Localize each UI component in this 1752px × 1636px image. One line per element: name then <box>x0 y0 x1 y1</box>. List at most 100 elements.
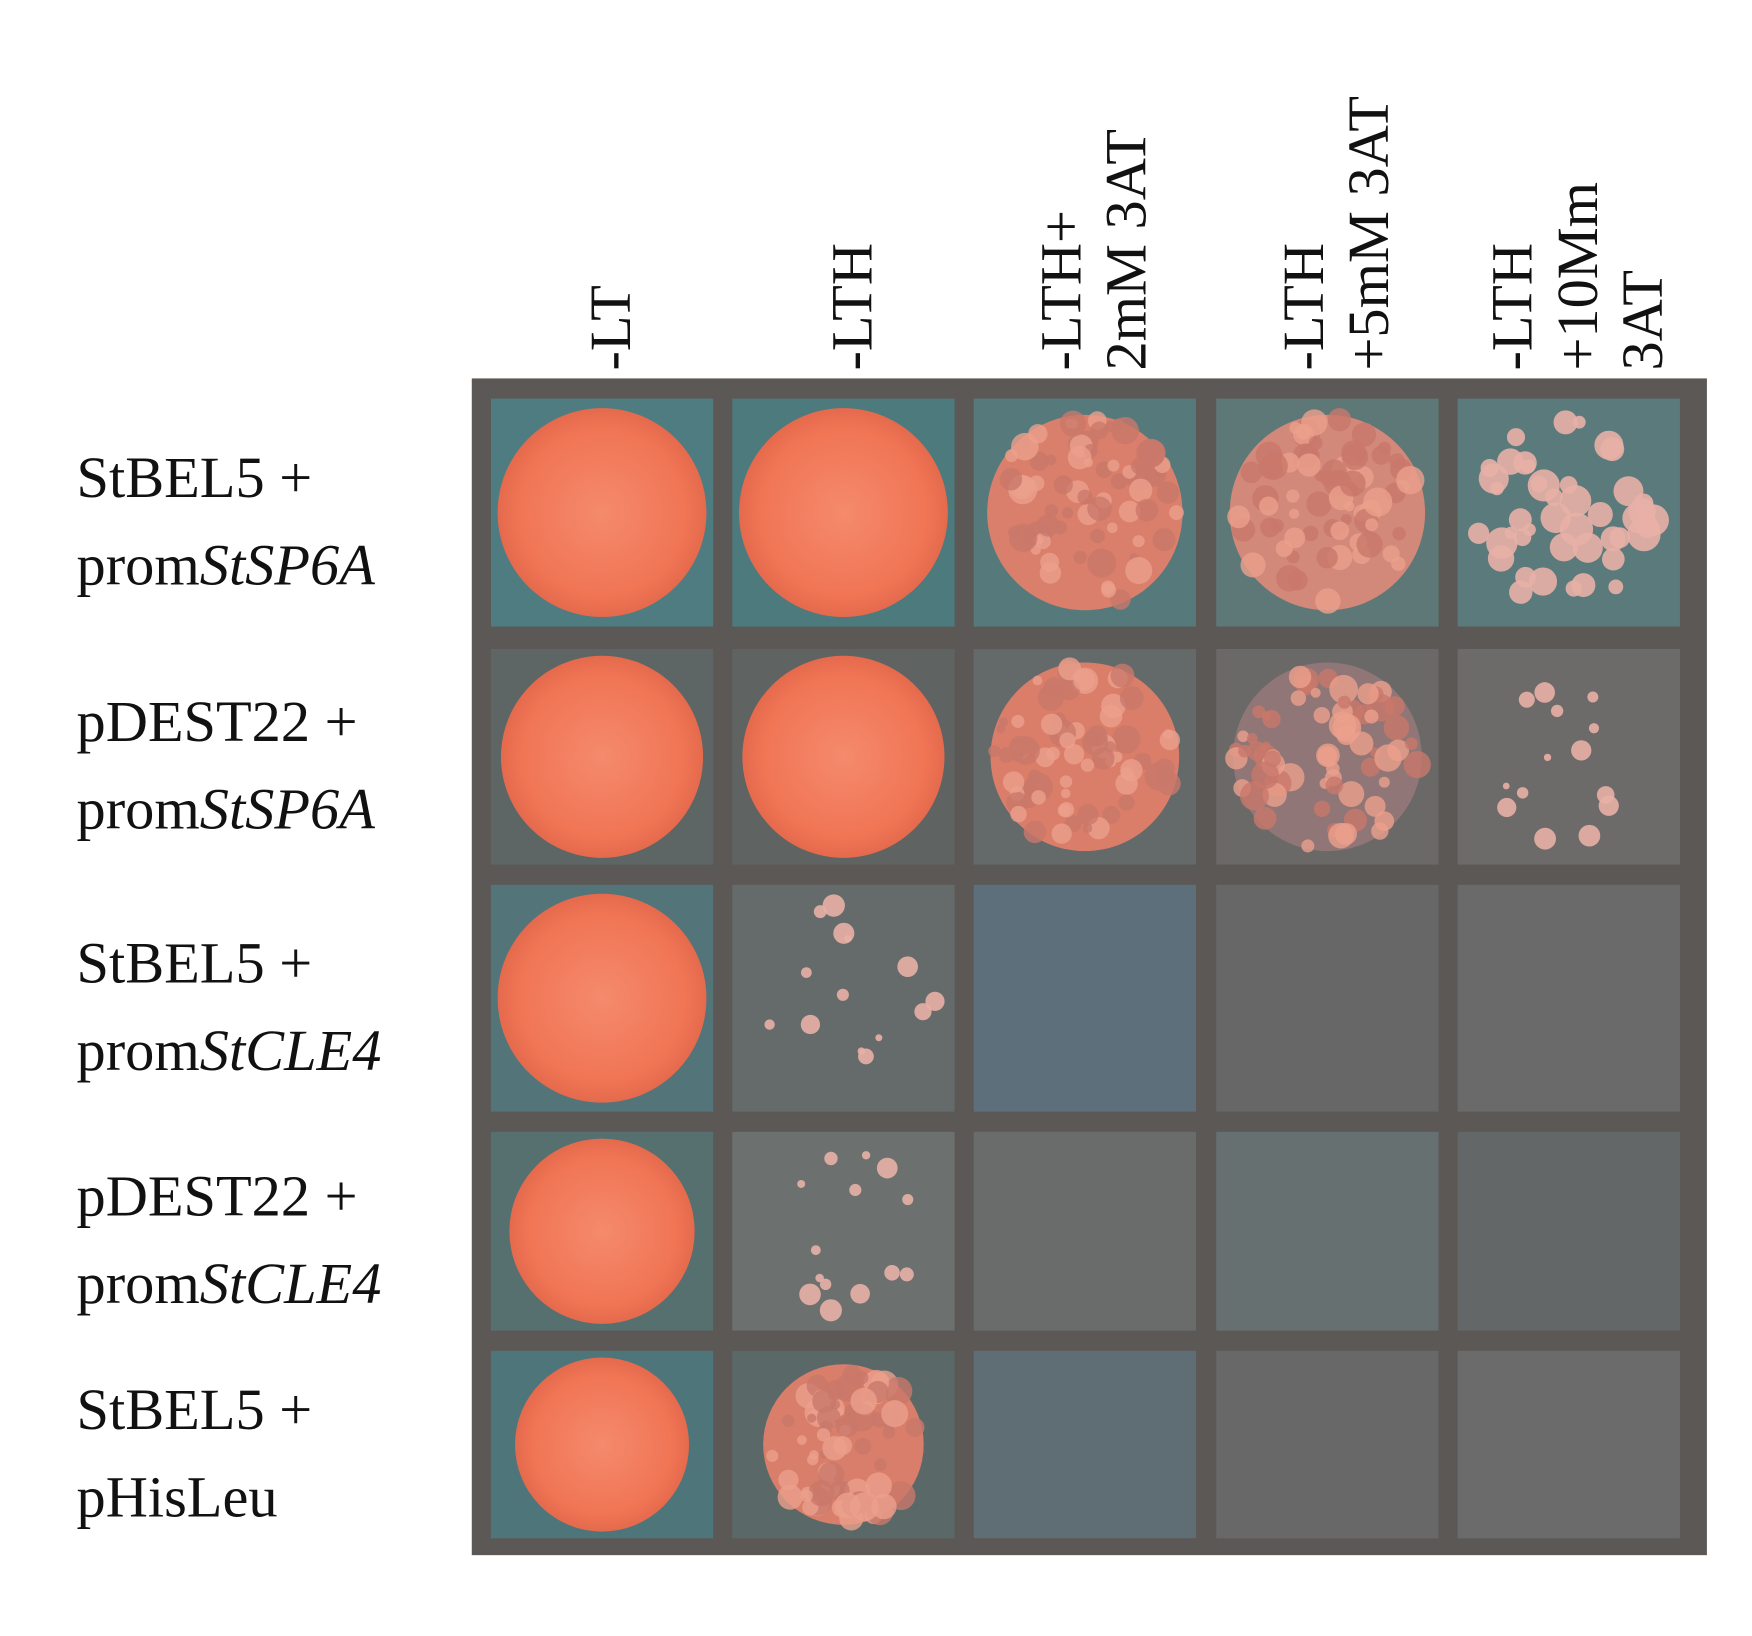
colony <box>1506 428 1526 447</box>
colony <box>1357 683 1379 705</box>
row-label: promStCLE4 <box>77 1018 382 1083</box>
colony <box>850 1387 878 1415</box>
colony <box>836 988 849 1001</box>
row-label: StBEL5 + <box>77 930 313 995</box>
colony <box>1040 713 1063 735</box>
colony <box>800 967 812 978</box>
colony <box>905 1417 925 1437</box>
colony <box>1609 527 1631 549</box>
colony <box>858 1048 874 1065</box>
colony <box>764 1019 775 1030</box>
yeast-spot <box>509 1138 695 1324</box>
colony <box>1468 522 1490 544</box>
colony <box>1090 528 1105 544</box>
colony <box>999 468 1023 491</box>
column-label: -LTH <box>1480 243 1545 371</box>
colony <box>810 1245 821 1256</box>
column-label: 3AT <box>1610 270 1675 371</box>
row-label: pDEST22 + <box>77 689 358 754</box>
colony <box>833 1436 853 1455</box>
colony <box>1341 440 1367 466</box>
colony <box>914 1003 932 1021</box>
colony <box>1156 771 1181 796</box>
colony <box>873 1458 887 1472</box>
colony <box>1063 744 1085 765</box>
colony <box>1090 421 1109 440</box>
colony <box>1363 487 1393 517</box>
colony <box>1005 449 1018 463</box>
colony <box>925 991 945 1011</box>
plate-cell <box>1216 1350 1439 1539</box>
row-label: pDEST22 + <box>77 1163 358 1228</box>
colony <box>897 956 918 978</box>
colony <box>1009 523 1038 553</box>
colony <box>1246 733 1258 744</box>
yeast-spot <box>739 408 948 618</box>
colony <box>1339 470 1366 497</box>
colony <box>1286 489 1300 503</box>
colony <box>1010 805 1027 823</box>
colony <box>1288 508 1300 519</box>
colony <box>1086 725 1108 747</box>
row-label: promStSP6A <box>77 777 376 842</box>
row-label-part: prom <box>77 777 200 842</box>
colony <box>1313 707 1331 724</box>
colony <box>1559 485 1592 517</box>
colony <box>1119 685 1144 710</box>
colony <box>1255 441 1283 469</box>
colony <box>1516 787 1529 799</box>
colony <box>1329 674 1359 704</box>
colony <box>1051 823 1072 844</box>
colony <box>778 1469 799 1490</box>
colony <box>1302 525 1319 542</box>
colony <box>1328 822 1354 849</box>
colony <box>1365 518 1379 532</box>
colony <box>1578 824 1601 847</box>
colony <box>1534 827 1556 850</box>
colony <box>1152 528 1176 552</box>
colony <box>822 894 845 917</box>
colony <box>1087 548 1117 578</box>
row-label-part: pHisLeu <box>77 1464 278 1529</box>
colony <box>1110 589 1131 610</box>
colony <box>1029 451 1049 471</box>
colony <box>842 1364 862 1385</box>
colony <box>1389 453 1405 470</box>
colony <box>1572 415 1586 429</box>
colony <box>1396 466 1425 495</box>
colony <box>833 922 855 944</box>
colony <box>1550 704 1564 718</box>
row-label-gene: StSP6A <box>200 777 375 842</box>
colony <box>998 717 1009 727</box>
colony <box>1587 501 1613 528</box>
row-label: promStCLE4 <box>77 1251 382 1316</box>
colony <box>1315 588 1341 614</box>
colony <box>1378 776 1390 788</box>
row-label: pHisLeu <box>77 1464 278 1529</box>
colony <box>1011 714 1025 728</box>
colony <box>1011 432 1039 461</box>
colony <box>812 1389 837 1414</box>
colony <box>815 1273 824 1283</box>
colony <box>781 1414 795 1428</box>
row-label-gene: StSP6A <box>200 532 375 597</box>
plate-cell <box>973 1350 1197 1539</box>
colony <box>800 1014 821 1035</box>
colony <box>1028 769 1042 783</box>
colony <box>1596 786 1615 804</box>
colony <box>1240 552 1266 578</box>
colony <box>1572 532 1603 563</box>
plate-cell <box>1216 884 1439 1112</box>
colony <box>1588 723 1600 734</box>
colony <box>1521 459 1536 474</box>
colony <box>1290 690 1307 706</box>
plate-cell <box>1216 1131 1439 1331</box>
colony <box>1543 753 1552 762</box>
colony <box>1112 418 1125 431</box>
colony <box>1106 522 1118 534</box>
colony <box>1295 424 1311 440</box>
colony <box>807 1413 817 1423</box>
colony <box>1306 491 1332 517</box>
column-label: +5mM 3AT <box>1336 96 1401 371</box>
column-label: +10Mm <box>1545 182 1610 371</box>
